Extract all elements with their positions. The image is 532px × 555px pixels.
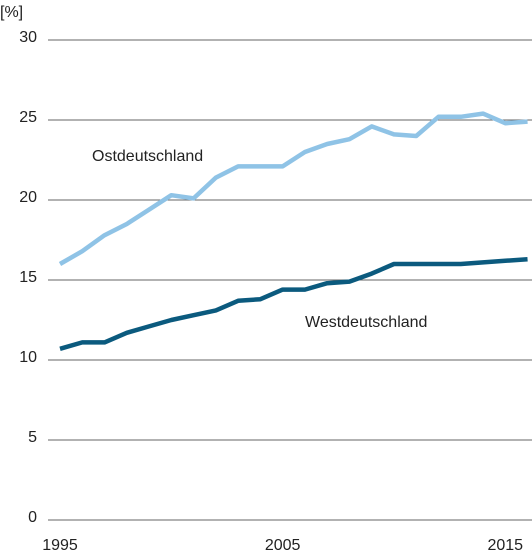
- y-tick-label: 10: [19, 349, 37, 366]
- series-label: Ostdeutschland: [92, 148, 203, 165]
- series-line: [58, 111, 528, 266]
- y-tick-label: 5: [28, 429, 37, 446]
- x-tick-label: 1995: [42, 537, 78, 554]
- y-tick-label: 0: [28, 509, 37, 526]
- y-unit: [%]: [0, 4, 23, 21]
- x-tick-label: 2005: [265, 537, 301, 554]
- series-line: [59, 256, 528, 351]
- y-tick-label: 15: [19, 269, 37, 286]
- y-tick-label: 20: [19, 189, 37, 206]
- y-tick-label: 25: [19, 109, 37, 126]
- x-tick-label: 2015: [487, 537, 523, 554]
- series-label: Westdeutschland: [305, 314, 427, 331]
- y-tick-label: 30: [19, 29, 37, 46]
